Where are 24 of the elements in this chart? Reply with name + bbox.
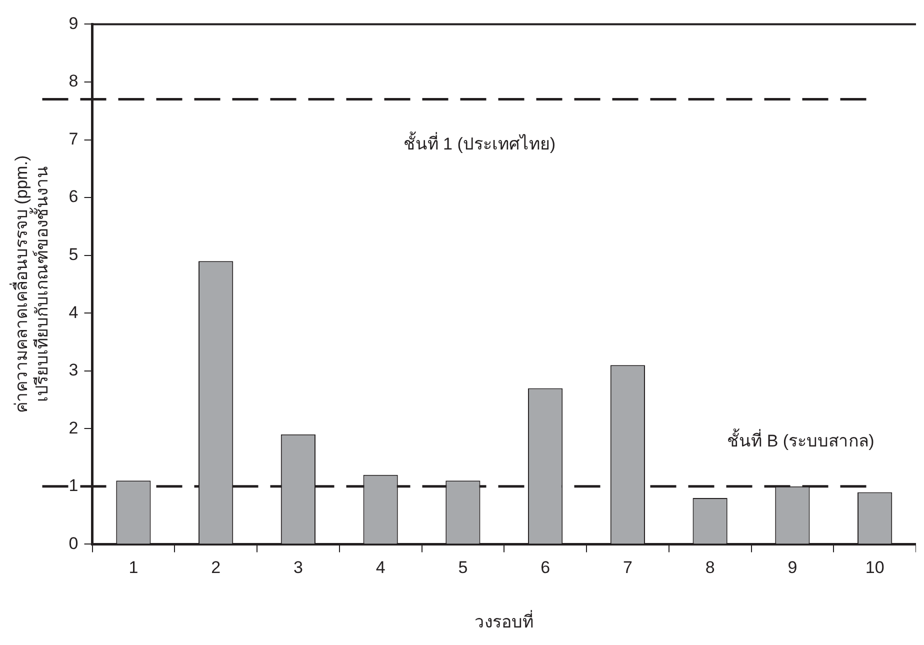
y-tick-label: 1: [68, 476, 78, 496]
x-tick-label: 5: [458, 558, 468, 578]
x-tick-label: 9: [788, 558, 798, 578]
x-tick-label: 3: [293, 558, 303, 578]
x-tick-label: 4: [376, 558, 386, 578]
x-tick-label: 7: [622, 558, 632, 578]
x-tick-label: 2: [211, 558, 221, 578]
y-tick-label: 7: [68, 129, 78, 148]
ref-line-label: ชั้นที่ 1 (ประเทศไทย): [403, 131, 556, 154]
x-tick-label: 6: [540, 558, 550, 578]
y-tick-label: 4: [68, 302, 78, 322]
y-axis-title: ค่าความคลาดเคลื่อนบรรจบ (ppm.) เปรียบเทียบกับเกณฑ์ของชั้นงาน: [8, 155, 52, 414]
y-tick-label: 3: [68, 360, 78, 380]
ref-line-label: ชั้นที่ B (ระบบสากล): [727, 428, 874, 450]
x-tick-label: 1: [128, 558, 138, 578]
y-tick-label: 5: [68, 245, 78, 264]
y-tick-label: 2: [68, 418, 78, 438]
y-tick-label: 9: [68, 14, 78, 33]
y-tick-label: 6: [68, 187, 78, 206]
y-tick-label: 8: [68, 72, 78, 91]
x-axis-title: วงรอบที่: [474, 609, 534, 632]
y-tick-label: 0: [68, 534, 78, 553]
x-tick-label: 8: [705, 558, 715, 578]
x-tick-label: 10: [865, 558, 884, 578]
